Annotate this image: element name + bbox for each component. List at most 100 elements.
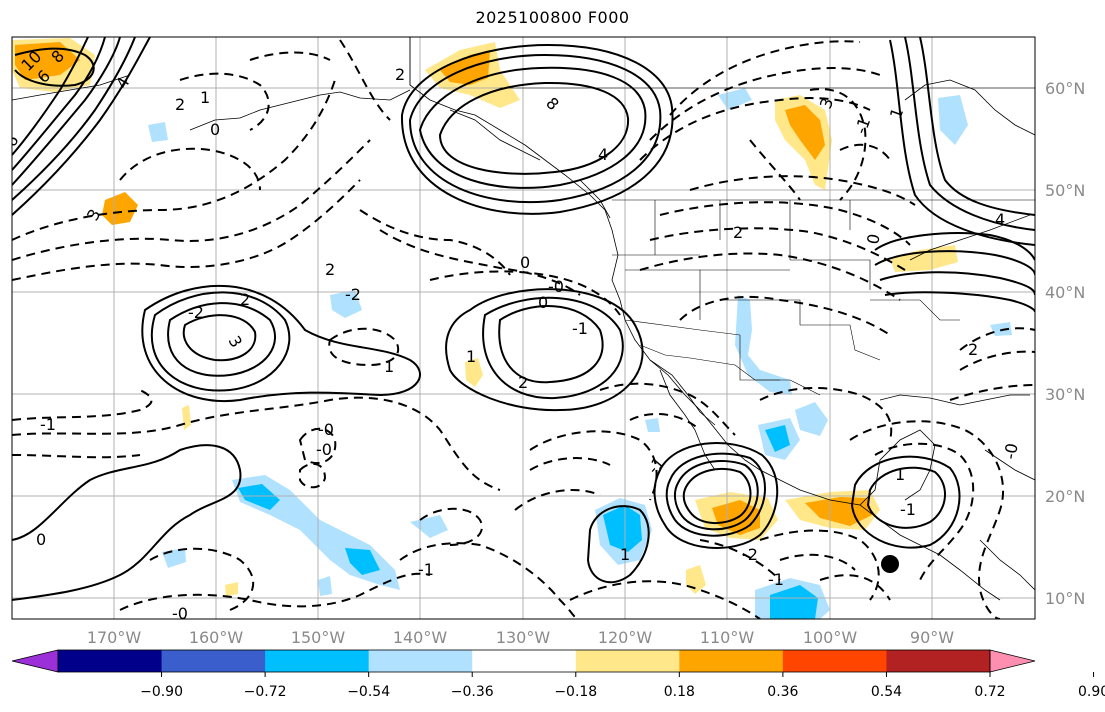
- contour-solid: [167, 302, 276, 377]
- contour-label: 6: [1, 132, 23, 150]
- contour-label: 1: [620, 545, 630, 564]
- colorbar-tick-label: −0.18: [554, 684, 597, 700]
- contour-label: -1: [644, 453, 669, 477]
- negative-shade: [735, 295, 792, 395]
- contour-label: 2: [518, 373, 528, 392]
- colorbar-tick-label: 0.36: [767, 684, 798, 700]
- colorbar-segment: [161, 650, 266, 672]
- contour-label: 3: [225, 333, 247, 351]
- contour-solid: [919, 37, 1035, 216]
- contour-dashed: [874, 442, 975, 581]
- colorbar-tick-label: −0.90: [140, 684, 183, 700]
- contour-dashed: [119, 572, 431, 611]
- contour-label: -2: [188, 303, 204, 322]
- contour-label: 2: [733, 223, 743, 242]
- contour-solid: [12, 37, 136, 201]
- contour-label: -0: [316, 440, 332, 459]
- contour-dashed: [669, 40, 861, 116]
- negative-shade: [795, 402, 828, 436]
- lat-label: 40°N: [1045, 283, 1085, 302]
- lon-label: 90°W: [910, 628, 954, 647]
- contour-dashed: [599, 382, 736, 436]
- map-frame: [11, 36, 1036, 620]
- contour-dashed: [514, 489, 601, 511]
- positive-shade: [785, 105, 825, 160]
- colorbar-tick-label: 0.54: [871, 684, 902, 700]
- contour-solid: [673, 459, 759, 531]
- contour-label: 0: [36, 530, 46, 549]
- contour-solid: [182, 314, 257, 362]
- contour-dashed: [429, 270, 621, 316]
- contour-solid: [12, 444, 242, 601]
- contour-dashed: [949, 384, 1035, 401]
- contour-dashed: [759, 387, 893, 441]
- lat-axis: 60°N 50°N 40°N 30°N 20°N 10°N: [1045, 79, 1085, 608]
- negative-shade: [345, 548, 380, 575]
- contour-dashed: [809, 88, 867, 201]
- contour-label: -1: [572, 319, 588, 338]
- lon-label: 120°W: [598, 628, 653, 647]
- contour-solid: [889, 39, 1035, 246]
- contour-solid: [682, 468, 752, 524]
- lat-label: 60°N: [1045, 79, 1085, 98]
- lon-label: 100°W: [803, 628, 858, 647]
- positive-shade: [440, 50, 490, 85]
- contour-solid: [850, 455, 961, 549]
- lon-label: 160°W: [189, 628, 244, 647]
- contour-solid: [438, 81, 630, 175]
- contour-dashed: [569, 580, 761, 619]
- contour-label: 4: [112, 74, 134, 92]
- contour-dashed: [639, 97, 871, 161]
- contour-dashed: [249, 51, 331, 61]
- colorbar-extend-max: [989, 649, 1036, 673]
- colorbar-segment: [58, 650, 163, 672]
- contour-solid: [12, 37, 89, 156]
- colorbar-extend-min: [11, 649, 59, 673]
- contour-solid: [866, 466, 947, 529]
- contour-solid: [141, 284, 421, 403]
- positive-shade: [102, 192, 138, 225]
- contour-solid: [874, 250, 1035, 276]
- contour-solid: [904, 37, 1035, 231]
- contour-dashed: [649, 67, 881, 141]
- positive-shade: [686, 565, 706, 594]
- lon-label: 110°W: [700, 628, 755, 647]
- contour-dashed: [379, 229, 581, 296]
- negative-shade: [765, 425, 790, 452]
- contour-label: -1: [418, 560, 434, 579]
- contour-dashed: [959, 350, 1035, 371]
- marker-dot: [881, 555, 899, 573]
- colorbar-tick-label: 0.90: [1078, 684, 1105, 700]
- contour-dashed: [298, 427, 337, 465]
- contour-label: 0: [210, 120, 220, 139]
- contour-dashed: [749, 139, 801, 201]
- contour-label: 2: [395, 65, 405, 84]
- contour-solid: [653, 442, 779, 549]
- contour-label: 1: [200, 88, 210, 107]
- contour-label: -1: [40, 415, 56, 434]
- contour-solid: [498, 305, 604, 384]
- contour-dashed: [699, 539, 781, 581]
- contour-lines: [12, 37, 1035, 619]
- lon-label: 140°W: [393, 628, 448, 647]
- colorbar: −0.90 −0.72 −0.54 −0.36 −0.18 0.18 0.36 0.54 0.7…: [11, 649, 1105, 700]
- colorbar-tick-label: 0.18: [664, 684, 695, 700]
- colorbar-tick-label: 0.72: [974, 684, 1005, 700]
- lat-label: 20°N: [1045, 487, 1085, 506]
- graticule: [12, 37, 1035, 619]
- colorbar-segment: [368, 650, 473, 672]
- contour-label: -2: [742, 545, 758, 564]
- contour-label: -0: [318, 420, 334, 439]
- contour-solid: [586, 505, 650, 584]
- contour-dashed: [328, 327, 400, 367]
- positive-shade: [225, 582, 238, 596]
- contour-label: -2: [345, 285, 361, 304]
- contour-dashed: [649, 227, 906, 271]
- contour-solid: [884, 291, 1035, 313]
- contour-solid: [445, 288, 644, 412]
- contour-label: 1: [895, 465, 905, 484]
- contour-dashed: [299, 462, 327, 489]
- colorbar-segment: [575, 650, 680, 672]
- contour-dashed: [339, 39, 391, 121]
- positive-shade: [182, 405, 191, 430]
